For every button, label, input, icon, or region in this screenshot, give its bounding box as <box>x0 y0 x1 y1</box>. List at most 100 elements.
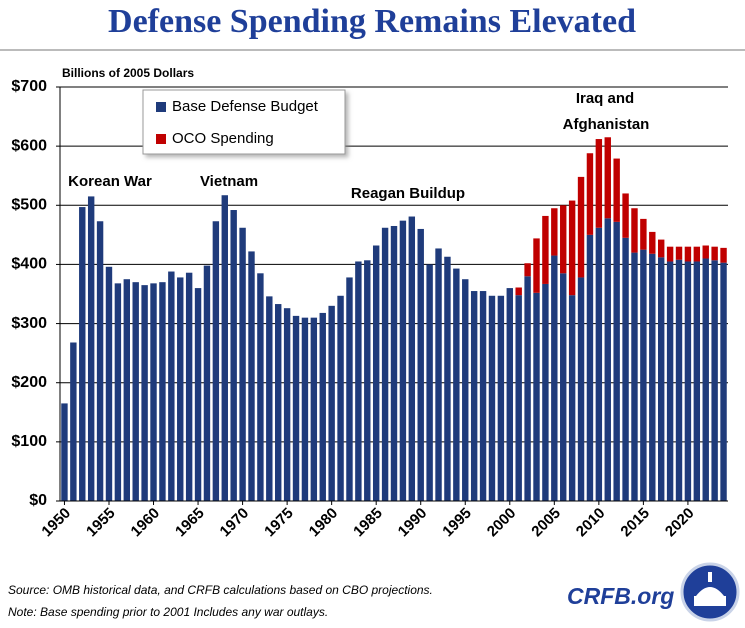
x-tick-label: 1950 <box>38 505 74 541</box>
bar <box>444 256 451 501</box>
bar <box>453 268 460 501</box>
x-tick-label: 2000 <box>484 505 520 541</box>
note: Note: Base spending prior to 2001 Includ… <box>8 605 328 619</box>
legend-swatch <box>156 102 166 112</box>
bar <box>533 238 540 293</box>
bar <box>666 246 674 262</box>
bar <box>640 249 647 501</box>
x-tick-label: 2015 <box>617 505 653 541</box>
bar <box>221 195 228 501</box>
bar <box>168 271 175 501</box>
legend-label: Base Defense Budget <box>172 98 319 115</box>
legend-box <box>142 89 346 155</box>
bar <box>720 262 727 501</box>
bar <box>595 139 603 228</box>
bar <box>364 260 371 501</box>
bar <box>515 295 522 501</box>
bar <box>586 234 594 501</box>
bar <box>524 263 531 277</box>
x-tick-label: 1980 <box>306 505 342 541</box>
bar <box>283 308 291 501</box>
bar <box>604 218 611 501</box>
bar <box>470 291 478 501</box>
bar <box>657 257 665 501</box>
bar <box>711 246 718 261</box>
bar <box>194 288 202 501</box>
bar <box>310 317 318 501</box>
bar <box>257 273 264 501</box>
bar <box>524 276 531 501</box>
bar <box>435 248 442 501</box>
bar <box>159 282 166 501</box>
x-tick-label: 1970 <box>217 505 253 541</box>
bar <box>497 295 505 501</box>
x-tick-label: 2020 <box>662 505 698 541</box>
bar <box>488 295 496 501</box>
source-note: Source: OMB historical data, and CRFB ca… <box>8 583 433 597</box>
bar <box>702 245 709 259</box>
bar <box>275 304 282 501</box>
bar <box>426 264 433 501</box>
bar <box>684 246 692 262</box>
bar <box>631 252 638 501</box>
y-tick-label: $100 <box>11 433 47 450</box>
bar <box>542 283 549 501</box>
bar <box>399 220 407 502</box>
bar <box>337 295 344 501</box>
bar <box>720 247 727 263</box>
x-tick-label: 1990 <box>395 505 431 541</box>
bar <box>613 221 620 502</box>
bar <box>631 208 638 253</box>
bar <box>640 218 647 250</box>
chart-title: Defense Spending Remains Elevated <box>108 3 636 40</box>
legend-label: OCO Spending <box>172 130 274 147</box>
y-tick-label: $400 <box>11 256 47 273</box>
bar <box>105 266 113 501</box>
bar <box>568 200 576 296</box>
y-axis-label: Billions of 2005 Dollars <box>62 66 194 80</box>
bar <box>328 305 335 501</box>
bar <box>301 317 309 501</box>
bar <box>355 261 362 501</box>
bar <box>622 237 629 502</box>
logo <box>680 562 740 622</box>
bar <box>132 282 139 501</box>
legend-swatch <box>156 134 166 144</box>
bar <box>70 342 77 501</box>
bar <box>684 261 692 501</box>
bar <box>577 277 585 501</box>
bar <box>150 283 157 501</box>
annotation: Reagan Buildup <box>351 185 465 202</box>
y-tick-label: $200 <box>11 374 47 391</box>
bar <box>61 403 68 501</box>
x-tick-label: 1965 <box>172 505 208 541</box>
y-tick-label: $0 <box>29 492 47 509</box>
annotation: Afghanistan <box>563 116 650 133</box>
bar <box>649 253 656 501</box>
bar <box>87 196 95 501</box>
bar <box>381 227 389 501</box>
bar <box>123 279 131 501</box>
x-tick-label: 1995 <box>439 505 475 541</box>
bar <box>649 231 656 254</box>
bar <box>568 295 576 501</box>
bar <box>560 205 567 274</box>
bar <box>533 292 540 501</box>
bar <box>595 227 603 501</box>
bar <box>577 176 585 278</box>
bar <box>203 265 211 501</box>
bar <box>462 279 469 501</box>
y-tick-label: $300 <box>11 315 47 332</box>
bar <box>693 246 701 262</box>
bar <box>675 246 683 260</box>
bar <box>622 193 629 238</box>
bar <box>408 216 416 501</box>
bar <box>141 285 148 501</box>
bar <box>417 228 424 501</box>
bar <box>506 288 513 501</box>
bar <box>177 277 184 501</box>
x-tick-label: 2010 <box>573 505 609 541</box>
annotation: Vietnam <box>200 173 258 190</box>
